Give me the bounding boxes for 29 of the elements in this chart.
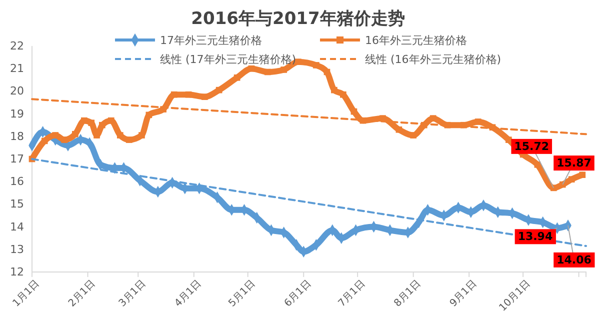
y-tick-label: 14: [10, 220, 24, 234]
y-tick-label: 13: [10, 242, 24, 256]
y-tick-label: 20: [10, 84, 24, 98]
data-label: 15.87: [556, 156, 592, 170]
x-tick-label: 10月1日: [498, 278, 533, 314]
x-tick-label: 4月1日: [172, 278, 204, 310]
x-tick-label: 8月1日: [392, 278, 424, 310]
y-tick-label: 16: [10, 175, 24, 188]
x-tick-label: 5月1日: [226, 278, 258, 310]
legend-label: 17年外三元生猪价格: [160, 34, 262, 47]
legend-label: 线性 (16年外三元生猪价格): [365, 53, 502, 66]
data-label: 15.72: [514, 140, 550, 153]
legend-label: 16年外三元生猪价格: [365, 34, 467, 47]
data-label: 13.94: [518, 230, 553, 244]
y-tick-label: 21: [10, 62, 24, 76]
x-tick-label: 2月1日: [66, 278, 98, 310]
x-tick-label: 9月1日: [448, 278, 479, 310]
x-tick-label: 7月1日: [336, 278, 368, 310]
y-tick-label: 18: [10, 130, 24, 143]
y-tick-label: 15: [10, 198, 24, 211]
y-tick-label: 12: [10, 266, 24, 279]
x-tick-label: 3月1日: [117, 278, 148, 310]
x-tick-label: 6月1日: [282, 278, 314, 310]
y-tick-label: 19: [10, 107, 24, 120]
x-tick-label: 1月1日: [10, 278, 42, 310]
y-tick-label: 22: [10, 40, 24, 53]
chart-title: 2016年与2017年猪价走势: [191, 9, 405, 29]
y-tick-label: 17: [10, 152, 24, 166]
data-label: 14.06: [556, 253, 592, 266]
